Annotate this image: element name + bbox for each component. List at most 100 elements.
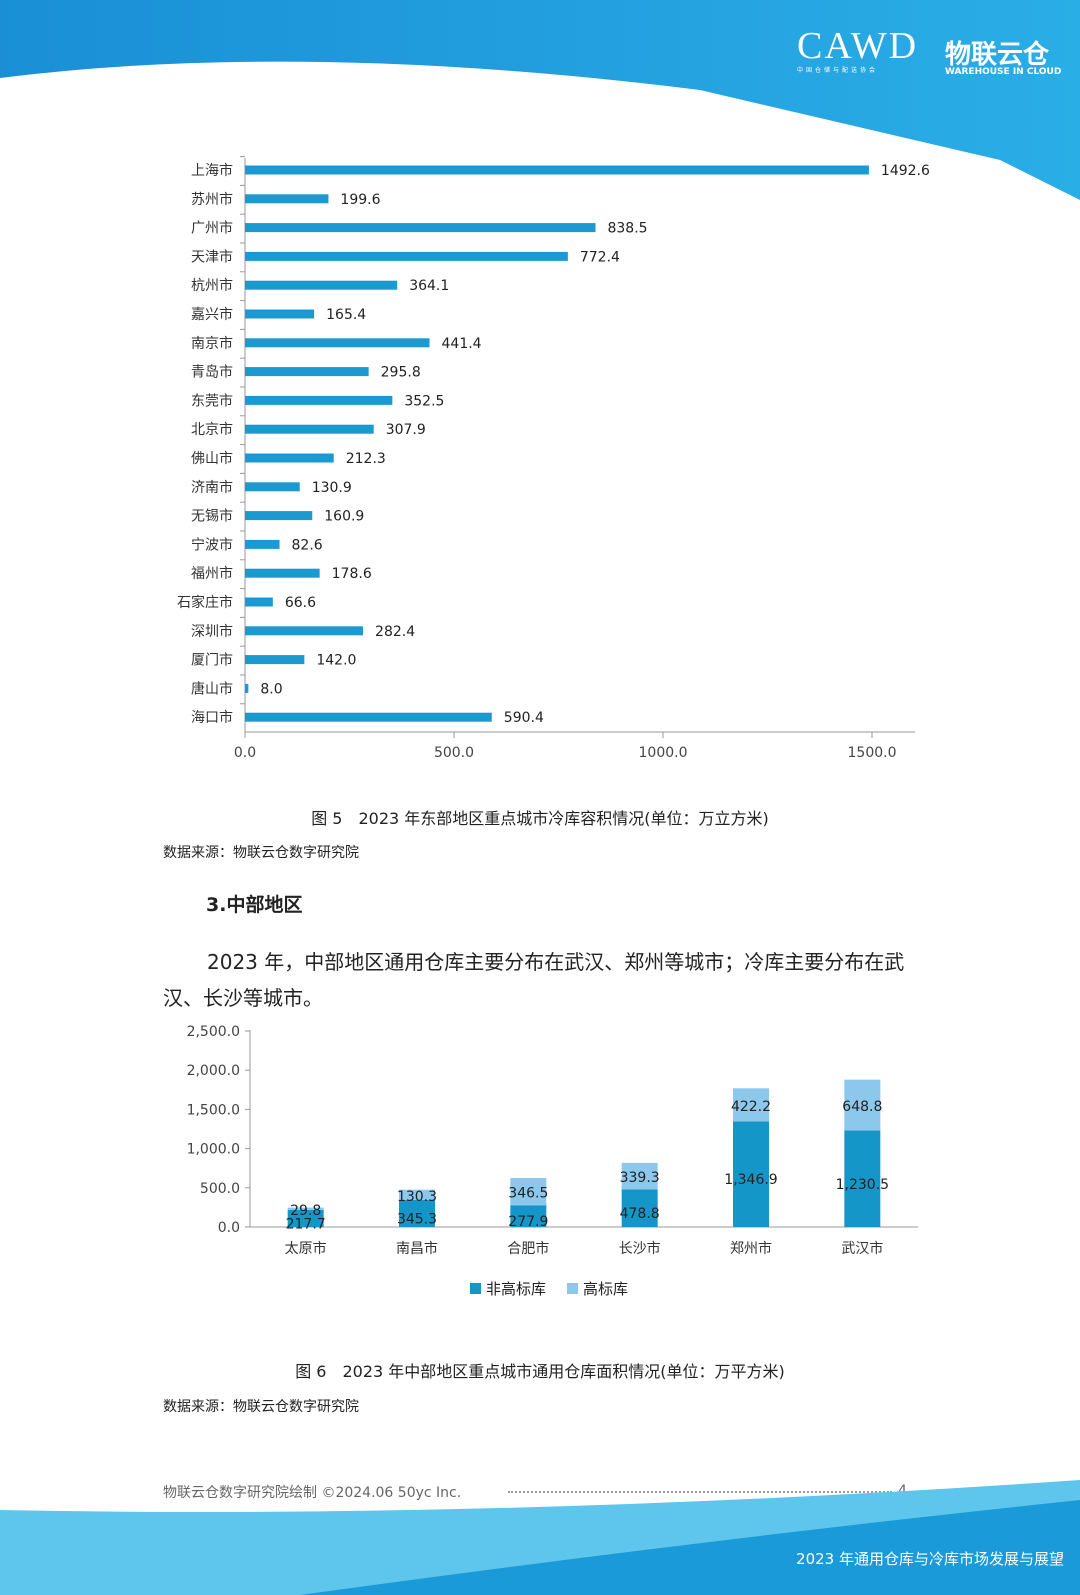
bar [245, 683, 249, 693]
category-label: 石家庄市 [177, 594, 233, 611]
value-label: 8.0 [260, 681, 282, 697]
section-title: 3.中部地区 [206, 894, 303, 916]
bar [245, 568, 320, 578]
value-label: 212.3 [346, 451, 386, 467]
y-tick-label: 2,500.0 [187, 1024, 240, 1040]
legend-label: 非高标库 [486, 1280, 546, 1298]
chart-east-cold-storage: 0.0 500.0 1000.0 1500.0 上海市 1492.6 苏州市 199.6 广州市… [177, 156, 930, 761]
bar-high-standard [510, 1178, 547, 1206]
footer-banner [0, 1480, 1080, 1595]
value-label: 364.1 [409, 278, 449, 294]
value-label: 178.6 [332, 566, 372, 582]
category-label: 东莞市 [191, 392, 233, 409]
category-label: 嘉兴市 [191, 306, 233, 323]
bar [245, 280, 398, 290]
data-label: 29.8 [290, 1203, 321, 1219]
figure-5-caption: 图 5 2023 年东部地区重点城市冷库容积情况(单位：万立方米) [311, 809, 769, 828]
data-label: 648.8 [842, 1099, 882, 1115]
bar [245, 626, 364, 636]
value-label: 307.9 [386, 422, 426, 438]
category-label: 海口市 [191, 709, 233, 726]
wic-logo: 物联云仓 [945, 40, 1050, 70]
bar [245, 251, 568, 261]
x-tick-label: 0.0 [234, 745, 256, 761]
legend-label: 高标库 [583, 1280, 628, 1298]
category-label: 南京市 [191, 335, 233, 352]
category-label: 长沙市 [619, 1240, 661, 1257]
category-label: 上海市 [191, 162, 233, 179]
bar-non-high-standard [287, 1209, 324, 1227]
bar [245, 453, 334, 463]
cawd-logo-subtitle: 中国仓储与配送协会 [797, 67, 879, 74]
paragraph: 2023 年，中部地区通用仓库主要分布在武汉、郑州等城市；冷库主要分布在武汉、长… [163, 950, 905, 1010]
legend-swatch [470, 1283, 481, 1294]
category-label: 佛山市 [191, 450, 233, 467]
category-label: 北京市 [191, 421, 233, 438]
bar [245, 165, 869, 175]
category-label: 天津市 [191, 248, 233, 265]
category-label: 郑州市 [730, 1240, 772, 1257]
x-tick-label: 1000.0 [639, 745, 688, 761]
value-label: 1492.6 [881, 163, 930, 179]
data-label: 1,230.5 [836, 1177, 889, 1193]
page-number: 4 [898, 1483, 907, 1499]
footer-credit: 物联云仓数字研究院绘制 ©2024.06 50yc Inc. [163, 1485, 462, 1501]
value-label: 441.4 [442, 336, 482, 352]
category-label: 杭州市 [191, 277, 233, 294]
value-label: 142.0 [316, 653, 356, 669]
value-label: 66.6 [285, 595, 316, 611]
data-label: 346.5 [508, 1186, 548, 1202]
bar-non-high-standard [399, 1199, 435, 1227]
bar [245, 424, 374, 434]
category-label: 太原市 [285, 1240, 327, 1257]
data-label: 345.3 [397, 1211, 437, 1227]
bar-high-standard [399, 1189, 435, 1200]
value-label: 295.8 [381, 365, 421, 381]
value-label: 130.9 [312, 480, 352, 496]
category-label: 厦门市 [191, 652, 233, 669]
category-label: 武汉市 [841, 1240, 883, 1257]
cawd-logo: CAWD [797, 25, 919, 67]
figure-5-source: 数据来源：物联云仓数字研究院 [163, 845, 359, 861]
value-label: 282.4 [375, 624, 415, 640]
category-label: 济南市 [191, 479, 233, 496]
value-label: 199.6 [340, 192, 380, 208]
y-tick-label: 2,000.0 [187, 1063, 240, 1079]
category-label: 无锡市 [191, 508, 233, 525]
figure-6-caption: 图 6 2023 年中部地区重点城市通用仓库面积情况(单位：万平方米) [295, 1362, 785, 1381]
bar [245, 395, 393, 405]
bar-high-standard [287, 1207, 324, 1210]
bar-non-high-standard [621, 1189, 658, 1227]
legend-swatch [567, 1283, 578, 1294]
value-label: 352.5 [404, 393, 444, 409]
category-label: 宁波市 [191, 536, 233, 553]
category-label: 青岛市 [191, 364, 233, 381]
bar-non-high-standard [510, 1205, 547, 1227]
bar [245, 482, 300, 492]
category-label: 广州市 [191, 220, 233, 237]
x-tick-label: 500.0 [434, 745, 474, 761]
y-tick-label: 0.0 [218, 1220, 240, 1236]
bar [245, 712, 492, 722]
bar [245, 367, 369, 377]
wic-logo-subtitle: WAREHOUSE IN CLOUD [945, 67, 1062, 77]
footer-leader-dots [508, 1491, 892, 1493]
chart-central-warehouse: 0.0 500.0 1,000.0 1,500.0 2,000.0 2,500.0 217.… [187, 1024, 918, 1298]
bar-high-standard [733, 1088, 769, 1122]
value-label: 590.4 [504, 710, 544, 726]
data-label: 217.7 [286, 1216, 326, 1232]
value-label: 772.4 [580, 249, 620, 265]
bar [245, 223, 596, 233]
category-label: 苏州市 [191, 191, 233, 208]
y-tick-label: 1,000.0 [187, 1142, 240, 1158]
category-label: 唐山市 [191, 680, 233, 697]
value-label: 82.6 [292, 537, 323, 553]
value-label: 160.9 [324, 509, 364, 525]
category-label: 合肥市 [507, 1240, 549, 1257]
bar-non-high-standard [844, 1130, 881, 1227]
document-title: 2023 年通用仓库与冷库市场发展与展望 [796, 1550, 1064, 1568]
bar [245, 511, 313, 521]
y-tick-label: 1,500.0 [187, 1102, 240, 1118]
x-tick-label: 1500.0 [848, 745, 897, 761]
bar-high-standard [621, 1162, 658, 1190]
